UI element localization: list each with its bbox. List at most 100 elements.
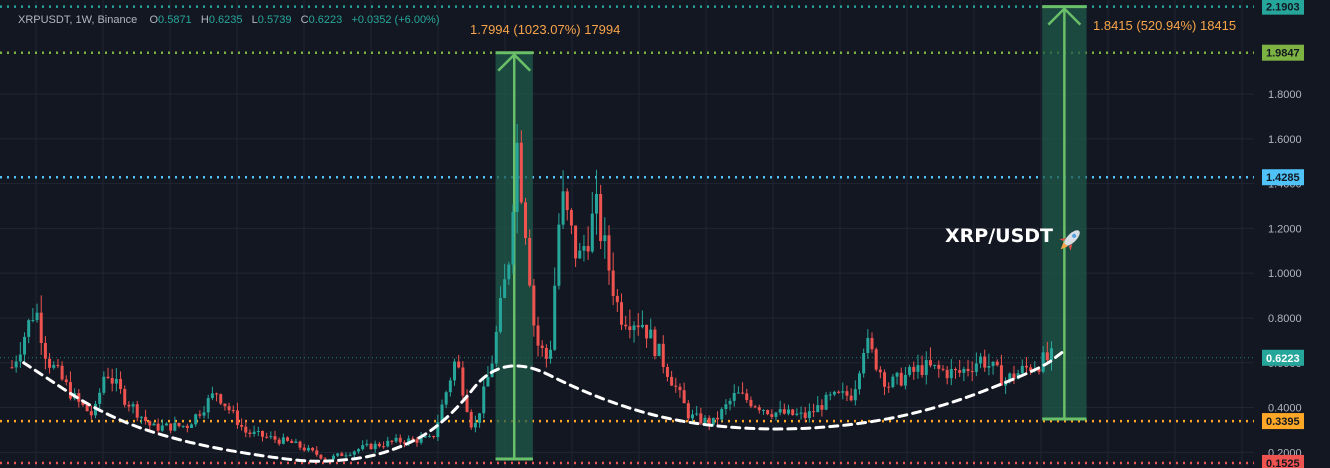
candle-body [670, 376, 674, 386]
candle-body [645, 324, 649, 339]
level-badge[interactable] [1262, 44, 1304, 61]
candle-body [707, 417, 711, 425]
candle-body [440, 404, 444, 423]
level-badge[interactable] [1262, 413, 1304, 430]
rounded-bottom-curve-path[interactable] [22, 350, 1065, 463]
candle-body [745, 393, 749, 400]
level-badge-label: 0.3395 [1266, 416, 1300, 428]
candle-body [402, 442, 406, 444]
candle-body [478, 413, 482, 423]
symbol-label[interactable]: XRPUSDT, 1W, Binance [18, 14, 138, 26]
candle-body [235, 410, 239, 425]
price-axis[interactable]: 0.20000.40000.60000.80001.00001.20001.40… [1254, 0, 1330, 468]
candle-body [164, 423, 168, 426]
candle-body [757, 407, 761, 411]
candle-body [841, 391, 845, 393]
candle-body [690, 414, 694, 419]
level-badge-label: 2.1903 [1266, 2, 1300, 14]
candle-body [1045, 352, 1049, 360]
candle-body [206, 398, 210, 413]
candle-body [202, 412, 206, 416]
level-badge[interactable] [1262, 454, 1304, 468]
rocket-glyph [1059, 230, 1080, 251]
candle-body [294, 441, 298, 444]
candle-body [240, 424, 244, 427]
candle-body [252, 431, 256, 434]
candle-body [265, 436, 269, 438]
level-badge[interactable] [1262, 0, 1304, 15]
candle-body [507, 264, 511, 280]
candle-body [223, 403, 227, 407]
candle-body [68, 382, 72, 399]
candle-body [177, 422, 181, 427]
candle-body [895, 372, 899, 377]
candle-body [398, 437, 402, 443]
candle-body [565, 191, 569, 211]
candle-body [778, 409, 782, 413]
candle-body [549, 349, 553, 359]
candle-body [795, 413, 799, 415]
candle-body [198, 414, 202, 416]
candle-body [465, 395, 469, 412]
candle-body [39, 312, 43, 343]
candle-body [949, 369, 953, 379]
candle-body [678, 386, 682, 391]
candle-body [323, 458, 327, 460]
candle-body [561, 191, 565, 225]
rounded-bottom-curve[interactable] [22, 350, 1065, 463]
candle-body [1037, 369, 1041, 372]
candle-body [43, 342, 47, 359]
candle-body [498, 297, 502, 332]
candle-body [144, 416, 148, 422]
candle-body [720, 409, 724, 420]
chart-annotation-title[interactable]: XRP/USDT [945, 225, 1053, 247]
candle-body [716, 417, 720, 420]
candle-body [453, 361, 457, 381]
candle-body [703, 417, 707, 424]
candle-body [958, 370, 962, 373]
price-tick-label: 1.6000 [1268, 134, 1302, 146]
candle-body [724, 404, 728, 410]
candle-body [862, 352, 866, 374]
candle-body [344, 455, 348, 457]
candle-body [169, 423, 173, 431]
candle-body [444, 392, 448, 405]
candle-body [515, 142, 519, 212]
candle-body [365, 443, 369, 446]
candle-body [52, 364, 56, 368]
candle-body [803, 412, 807, 419]
candle-body [774, 412, 778, 417]
price-tick-label: 1.0000 [1268, 268, 1302, 280]
candle-body [1008, 373, 1012, 381]
level-badge[interactable] [1262, 169, 1304, 186]
candle-body [732, 392, 736, 401]
candle-body [728, 400, 732, 405]
candle-body [661, 343, 665, 368]
candle-body [766, 410, 770, 415]
candle-body [331, 455, 335, 460]
candle-body [653, 329, 657, 357]
candle-body [1024, 365, 1028, 368]
candle-body [127, 404, 131, 407]
candle-body [983, 356, 987, 368]
candle-body [970, 371, 974, 373]
candle-body [1041, 352, 1045, 372]
candle-body [181, 425, 185, 427]
price-range-measures[interactable] [495, 5, 1087, 461]
candle-body [636, 325, 640, 328]
candle-body [60, 365, 64, 380]
candlestick-series [10, 123, 1054, 462]
candle-body [519, 142, 523, 203]
candle-body [273, 436, 277, 440]
candle-body [711, 417, 715, 425]
candle-body [114, 378, 118, 384]
high-value: 0.6235 [208, 14, 243, 26]
candle-body [277, 439, 281, 444]
candle-body [394, 437, 398, 442]
candle-body [119, 378, 123, 390]
last-price-badge[interactable] [1262, 349, 1304, 366]
candle-body [603, 235, 607, 242]
candle-body [18, 354, 22, 362]
candle-body [787, 409, 791, 414]
